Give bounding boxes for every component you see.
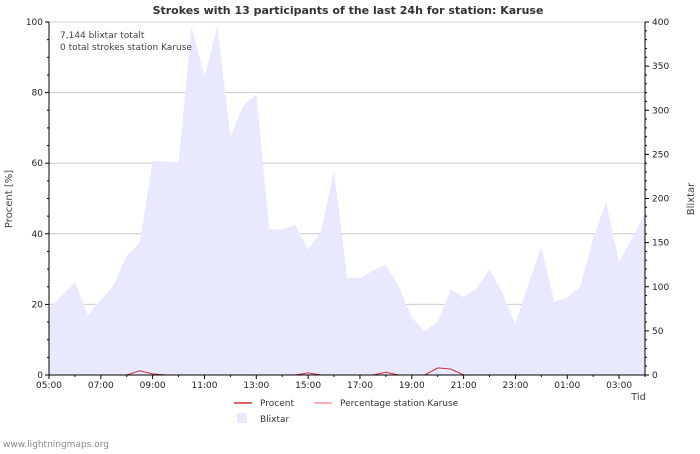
right-tick-label: 150 — [652, 239, 669, 249]
annotation-station-strokes: 0 total strokes station Karuse — [60, 43, 192, 53]
legend-label-blixtar: Blixtar — [260, 415, 290, 425]
x-axis-label: Tid — [630, 392, 646, 403]
right-y-ticks: 0 50 100 150 200 250 300 350 400 — [645, 18, 669, 381]
right-tick-label: 300 — [652, 106, 669, 116]
x-tick-label: 05:00 — [36, 381, 62, 391]
right-tick-label: 0 — [652, 371, 658, 381]
left-tick-label: 0 — [37, 371, 43, 381]
left-tick-label: 100 — [26, 18, 43, 28]
x-tick-label: 23:00 — [502, 381, 528, 391]
right-tick-label: 100 — [652, 283, 669, 293]
annotation-total-strokes: 7,144 blixtar totalt — [60, 31, 145, 41]
blixtar-area-layer — [49, 26, 645, 376]
series-blixtar-area — [49, 26, 645, 376]
legend-label-station: Percentage station Karuse — [340, 399, 459, 409]
x-tick-label: 07:00 — [88, 381, 114, 391]
right-tick-label: 200 — [652, 195, 669, 205]
x-tick-label: 01:00 — [554, 381, 580, 391]
footer-credit: www.lightningmaps.org — [3, 440, 109, 450]
left-y-ticks: 0 20 40 60 80 100 — [26, 18, 49, 381]
chart-title: Strokes with 13 participants of the last… — [153, 4, 544, 17]
right-tick-label: 50 — [652, 327, 664, 337]
x-tick-label: 11:00 — [192, 381, 218, 391]
right-tick-label: 350 — [652, 62, 669, 72]
legend-label-procent: Procent — [260, 399, 294, 409]
x-tick-label: 03:00 — [606, 381, 632, 391]
y-axis-left-label: Procent [%] — [4, 170, 15, 228]
y-axis-right-label: Blixtar — [686, 182, 697, 215]
x-tick-label: 19:00 — [399, 381, 425, 391]
x-tick-label: 13:00 — [243, 381, 269, 391]
left-tick-label: 60 — [32, 159, 44, 169]
x-tick-label: 21:00 — [451, 381, 477, 391]
left-tick-label: 80 — [32, 89, 44, 99]
right-tick-label: 400 — [652, 18, 669, 28]
x-ticks: 05:00 07:00 09:00 11:00 13:00 15:00 17:00 19:00… — [36, 375, 646, 391]
left-tick-label: 40 — [32, 230, 44, 240]
left-tick-label: 20 — [32, 300, 44, 310]
x-tick-label: 15:00 — [295, 381, 321, 391]
right-tick-label: 250 — [652, 150, 669, 160]
legend: Procent Percentage station Karuse Blixta… — [234, 399, 459, 425]
x-tick-label: 17:00 — [347, 381, 373, 391]
legend-swatch-blixtar — [237, 413, 247, 423]
x-tick-label: 09:00 — [140, 381, 166, 391]
